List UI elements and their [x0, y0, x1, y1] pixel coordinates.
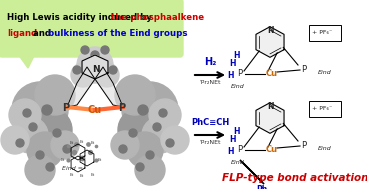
Circle shape	[118, 108, 162, 152]
Circle shape	[111, 131, 139, 159]
Text: N: N	[267, 26, 273, 35]
Text: P: P	[301, 66, 306, 74]
Text: Cu: Cu	[266, 70, 278, 78]
Text: N: N	[267, 102, 273, 111]
Text: Et: Et	[80, 174, 84, 178]
Circle shape	[119, 145, 127, 153]
Circle shape	[136, 163, 144, 171]
Text: ʹPr₂NEt: ʹPr₂NEt	[199, 80, 221, 85]
Circle shape	[81, 46, 89, 54]
Circle shape	[135, 155, 165, 185]
FancyBboxPatch shape	[0, 0, 183, 57]
Text: N: N	[92, 64, 100, 74]
Circle shape	[101, 46, 109, 54]
Text: Et: Et	[61, 158, 65, 162]
Text: H: H	[233, 51, 239, 60]
Text: Et: Et	[91, 141, 95, 145]
Circle shape	[1, 126, 29, 154]
Text: Et: Et	[70, 141, 74, 145]
Text: and: and	[30, 29, 54, 38]
Text: H₂: H₂	[204, 57, 216, 67]
Text: Et: Et	[70, 173, 74, 177]
Polygon shape	[18, 54, 35, 68]
Text: bulkiness of the Eind groups: bulkiness of the Eind groups	[48, 29, 188, 38]
Text: Ph: Ph	[257, 185, 268, 189]
Text: P: P	[62, 103, 70, 113]
Text: the phosphaalkene: the phosphaalkene	[111, 13, 204, 22]
Text: H: H	[227, 146, 233, 156]
Text: H: H	[229, 136, 235, 145]
Circle shape	[166, 139, 174, 147]
Polygon shape	[256, 27, 284, 57]
FancyBboxPatch shape	[309, 101, 341, 117]
Circle shape	[77, 47, 113, 83]
Circle shape	[28, 108, 72, 152]
Circle shape	[16, 139, 24, 147]
Text: Eind: Eind	[231, 160, 245, 166]
Circle shape	[95, 63, 119, 87]
Circle shape	[161, 126, 189, 154]
Text: P: P	[119, 103, 126, 113]
Circle shape	[146, 151, 154, 159]
Polygon shape	[95, 67, 123, 107]
Circle shape	[27, 132, 63, 168]
Circle shape	[12, 117, 48, 153]
Circle shape	[73, 66, 81, 74]
Text: P: P	[301, 142, 306, 150]
Circle shape	[129, 129, 137, 137]
Text: Eind: Eind	[318, 70, 332, 74]
Circle shape	[42, 105, 52, 115]
Circle shape	[36, 151, 44, 159]
Circle shape	[109, 66, 117, 74]
Text: Eind: Eind	[318, 146, 332, 150]
FancyBboxPatch shape	[309, 25, 341, 41]
Text: H: H	[227, 70, 233, 80]
Text: H: H	[229, 60, 235, 68]
Text: Et: Et	[98, 158, 102, 162]
Text: Cu: Cu	[88, 105, 102, 115]
Polygon shape	[67, 67, 95, 107]
Text: ʹPr₂NEt: ʹPr₂NEt	[199, 140, 221, 145]
Text: Cu: Cu	[266, 146, 278, 154]
Text: FLP-type bond activation: FLP-type bond activation	[222, 173, 367, 183]
Text: P: P	[237, 146, 243, 154]
Circle shape	[115, 75, 155, 115]
Text: Eind: Eind	[231, 84, 245, 90]
Text: Et: Et	[80, 140, 84, 144]
Circle shape	[71, 63, 95, 87]
Text: Et: Et	[91, 173, 95, 177]
Text: + PF₆⁻: + PF₆⁻	[312, 30, 332, 36]
Polygon shape	[82, 55, 108, 79]
Circle shape	[153, 123, 161, 131]
Text: H: H	[233, 128, 239, 136]
Circle shape	[23, 109, 31, 117]
Circle shape	[138, 105, 148, 115]
Text: ligand: ligand	[7, 29, 37, 38]
Circle shape	[35, 75, 75, 115]
Circle shape	[53, 129, 61, 137]
Circle shape	[127, 132, 163, 168]
Circle shape	[142, 117, 178, 153]
Circle shape	[149, 99, 181, 131]
Text: P: P	[237, 70, 243, 78]
Circle shape	[12, 82, 68, 138]
Circle shape	[63, 145, 71, 153]
Text: + PF₆⁻: + PF₆⁻	[312, 106, 332, 112]
Circle shape	[159, 109, 167, 117]
Circle shape	[9, 99, 41, 131]
Text: PhC≡CH: PhC≡CH	[191, 118, 229, 127]
Circle shape	[46, 163, 54, 171]
Circle shape	[29, 123, 37, 131]
Text: High Lewis acidity induced by: High Lewis acidity induced by	[7, 13, 155, 22]
Polygon shape	[256, 103, 284, 133]
Circle shape	[25, 155, 55, 185]
Circle shape	[122, 82, 178, 138]
Text: Eind =: Eind =	[62, 166, 83, 170]
Circle shape	[91, 51, 99, 59]
Circle shape	[51, 131, 79, 159]
